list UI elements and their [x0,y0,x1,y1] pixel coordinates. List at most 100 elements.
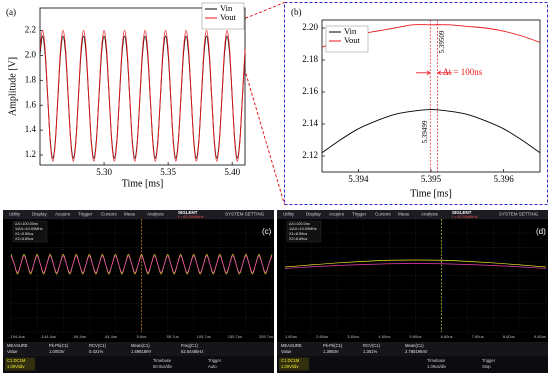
status-text: 1.00us/div [427,364,447,369]
time-label: 1.60us [285,334,297,339]
time-label: 7.60us [472,334,484,339]
x-tick-label: 5.396 [494,174,515,184]
time-label: 8.60us [503,334,515,339]
system-settings: SYSTEM SETTING [499,212,539,217]
measure-value: 2.7881984V [405,349,428,354]
y-tick-label: 2.14 [302,118,318,128]
cursor-readout: X2=8.69us [289,237,307,241]
arrow [415,70,431,76]
measure-value: 1.698189V [131,349,151,354]
status-text: Timebase [153,358,172,363]
menu-item: Analysis [421,212,439,217]
status-text: 50.0us/div [153,364,173,369]
line-chart: 5.394 5.395 5.396 2.12 2.14 2.16 2.18 2.20 5.395… [291,7,541,199]
time-label: 55.7us [167,334,179,339]
measure-header: Mean(C1) [131,343,150,348]
legend-label: Vin [344,26,357,36]
brand: SIGLENT [452,210,472,215]
legend-label: Vout [344,35,361,45]
legend-label: Vin [220,3,233,13]
status-text: 1.00V/div [281,364,299,369]
series-line [39,29,246,162]
menu-item: Display [32,212,48,217]
measure-value: 62.5446kHz [181,349,203,354]
measure-header: Mean(C1) [405,343,424,348]
legend-box [325,25,369,53]
x-tick-label: 5.30 [96,167,112,177]
panel-label: (b) [291,7,302,17]
measure-header: RCV(C1) [363,343,381,348]
time-label: -94.4us [73,334,86,339]
annotation-text: 5.39509 [438,30,446,53]
y-tick-label: 2.20 [302,22,318,32]
time-label: -144.4us [40,334,56,339]
cursor-readout: ΔX=100.00ns [15,222,38,226]
menu-item: Utility [9,212,21,217]
cursor-readout: X1=5.59us [15,232,33,236]
measure-value: 1.0003V [49,349,65,354]
time-label: 5.6us [137,334,147,339]
status-bar [3,356,274,373]
trigger-readout: f = 62.5446kHz [452,215,478,219]
x-tick-label: 5.40 [224,167,240,177]
measure-header: Pk-Pk(C1) [49,343,69,348]
menu-item: Cursors [375,212,392,217]
menu-item: Analysis [147,212,165,217]
channel-badge [5,357,35,371]
cursor-readout: 1/ΔX=10.00MHz [289,227,317,231]
x-tick-label: 5.35 [160,167,176,177]
waveform [10,255,273,274]
waveform [284,263,547,269]
status-text: C1 DC1M [7,358,26,363]
status-text: Trigger [482,358,496,363]
cursor-readout: X1=8.59us [289,232,307,236]
y-tick-label: 2.12 [302,150,318,160]
y-tick-label: 2.0 [25,49,37,59]
time-label: 2.60us [316,334,328,339]
brand: SIGLENT [178,210,198,215]
toolbar [277,210,548,219]
menu-item: Trigger [352,212,367,217]
y-tick-label: 2.16 [302,86,318,96]
legend-label: Vout [220,12,237,22]
status-text: Auto [208,364,217,369]
cursor-readout: 1/ΔX=10.00MHz [15,227,43,231]
measure-value: Value [281,349,292,354]
measure-header: MEASURE [7,343,28,348]
time-label: 6.60us [441,334,453,339]
arrow [437,70,452,76]
series-line [321,109,541,154]
measure-header: Freq(C1) [181,343,198,348]
menu-item: Cursors [101,212,118,217]
status-text: 1.00V/div [7,364,25,369]
menu-item: Meas [398,212,410,217]
waveform [284,259,547,268]
measure-header: MEASURE [281,343,302,348]
scope-screenshot: Utility Display Acquire Trigger Cursors Meas A… [277,210,548,373]
zoom-box [284,2,548,205]
menu-item: Display [306,212,322,217]
menu-item: Acquire [55,212,71,217]
menu-item: Meas [124,212,136,217]
x-axis-label: Time [ms] [410,188,452,199]
y-tick-label: 1.4 [25,124,37,134]
status-text: Stop [482,364,491,369]
y-tick-label: 2.2 [25,24,36,34]
y-tick-label: 1.6 [25,99,37,109]
menu-item: Acquire [329,212,345,217]
legend-box [201,2,245,30]
status-text: Trigger [208,358,222,363]
time-label: 4.60us [378,334,390,339]
zoom-connector [235,39,285,205]
measure-value: 0.421% [89,349,103,354]
menu-item: Utility [283,212,295,217]
measure-bar [3,342,274,356]
status-text: C1 DC1M [281,358,300,363]
annotation-text: Δt = 100ns [443,67,483,77]
time-label: 105.7us [197,334,211,339]
measure-bar [277,342,548,356]
status-text: Timebase [427,358,446,363]
